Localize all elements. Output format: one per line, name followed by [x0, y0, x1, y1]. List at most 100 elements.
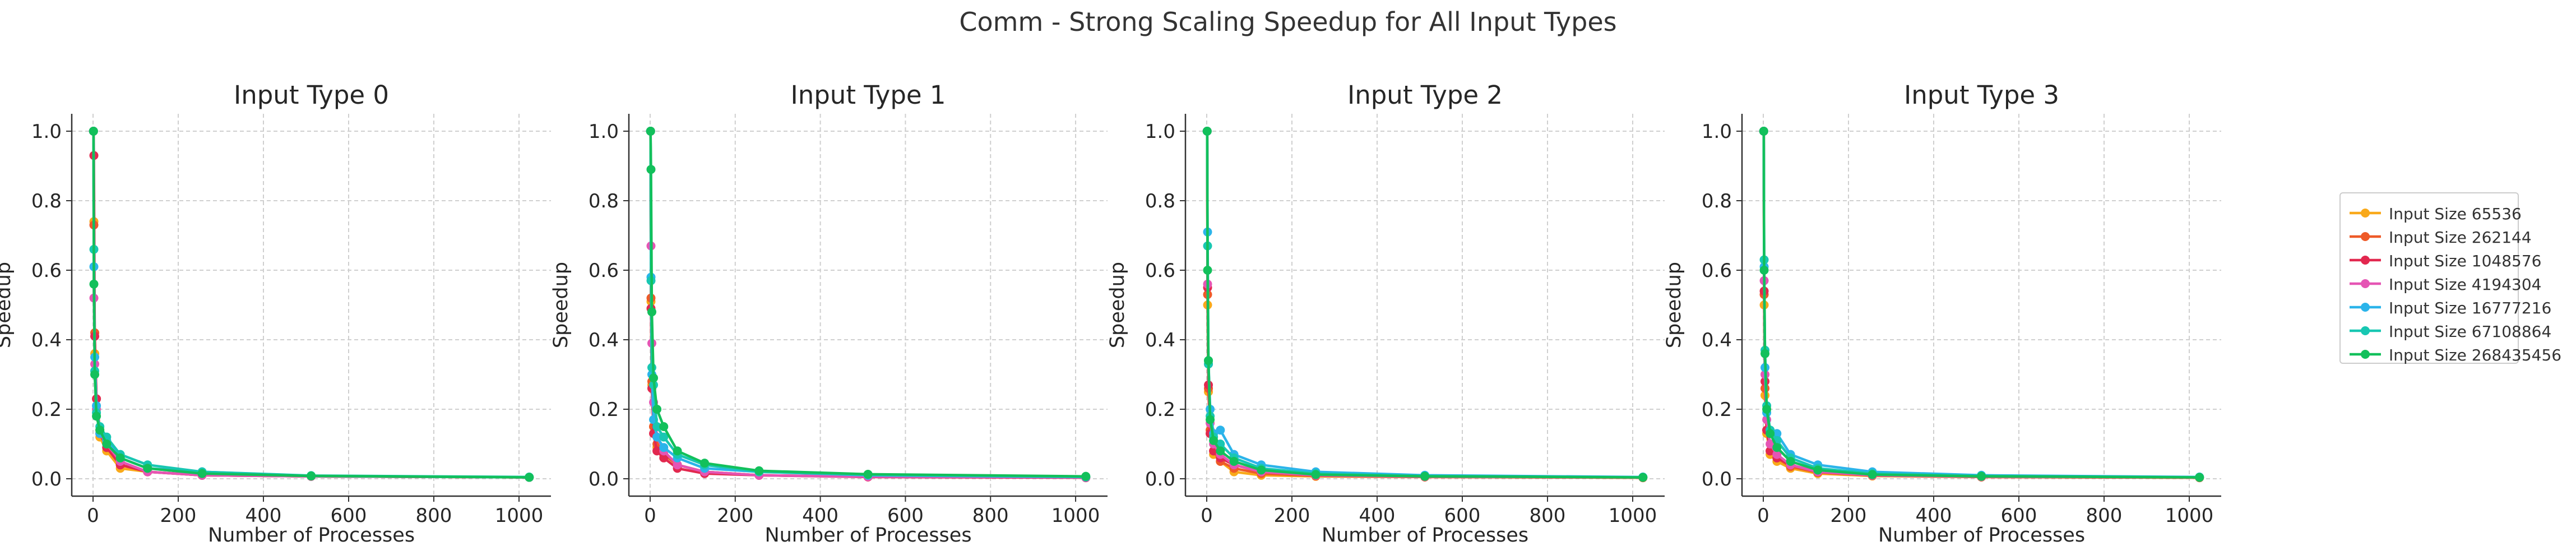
data-point [1202, 127, 1212, 136]
data-point [659, 443, 669, 452]
legend-swatch [2350, 303, 2381, 312]
y-tick-label: 0.2 [1145, 399, 1175, 421]
x-tick-label: 1000 [495, 505, 544, 527]
legend-label: Input Size 4194304 [2389, 275, 2542, 294]
data-point [115, 453, 125, 462]
data-point [1203, 266, 1212, 275]
x-tick-label: 0 [1757, 505, 1769, 527]
data-point [1766, 429, 1775, 438]
series-line [1762, 131, 2200, 479]
legend-swatch [2350, 232, 2381, 241]
series-line [1762, 131, 2200, 479]
data-point [1420, 471, 1430, 481]
series-line [92, 131, 530, 479]
x-axis-label: Number of Processes [765, 524, 971, 547]
data-point [649, 373, 659, 383]
series-line [649, 131, 1086, 479]
data-point [1813, 465, 1823, 475]
data-point [89, 127, 98, 136]
legend-swatch [2350, 209, 2381, 218]
data-point [673, 446, 682, 456]
series-line [1206, 131, 1643, 479]
y-tick-label: 0.6 [1145, 260, 1175, 282]
data-point [92, 411, 101, 421]
x-axis-label: Number of Processes [1322, 524, 1528, 547]
legend: Input Size 65536 Input Size 262144 Input S… [2339, 192, 2561, 366]
legend-swatch [2350, 350, 2381, 359]
legend-entry: Input Size 16777216 [2341, 295, 2551, 319]
y-tick-label: 0.4 [589, 329, 619, 351]
data-point [2195, 473, 2204, 482]
data-point [647, 307, 656, 317]
data-point [1772, 443, 1782, 452]
data-point [1257, 465, 1266, 475]
series-line [1206, 131, 1643, 479]
subplot-title: Input Type 1 [790, 80, 946, 110]
legend-entry: Input Size 268435456 [2341, 343, 2561, 366]
data-point [95, 425, 105, 435]
series-line [649, 131, 1086, 479]
series-line [649, 131, 1086, 478]
figure-title: Comm - Strong Scaling Speedup for All In… [959, 7, 1617, 37]
data-point [863, 469, 873, 479]
x-tick-label: 600 [2001, 505, 2037, 527]
subplot-title: Input Type 0 [234, 80, 389, 110]
y-tick-label: 1.0 [1145, 121, 1175, 143]
x-tick-label: 400 [245, 505, 282, 527]
x-tick-label: 400 [1359, 505, 1396, 527]
y-tick-label: 0.2 [31, 399, 62, 421]
legend-label: Input Size 1048576 [2389, 252, 2542, 270]
data-point [1204, 356, 1213, 366]
y-tick-label: 1.0 [31, 121, 62, 143]
data-point [1762, 405, 1772, 414]
data-point [1216, 446, 1225, 456]
y-tick-label: 0.6 [31, 260, 62, 282]
y-axis-label: Speedup [1663, 262, 1685, 348]
data-point [1209, 436, 1218, 445]
y-tick-label: 0.0 [1145, 468, 1175, 491]
y-tick-label: 0.2 [589, 399, 619, 421]
x-axis-label: Number of Processes [1878, 524, 2085, 547]
legend-entry: Input Size 262144 [2341, 225, 2532, 248]
data-point [673, 460, 682, 470]
data-point [1977, 471, 1986, 481]
legend-label: Input Size 65536 [2389, 205, 2522, 223]
data-point [1081, 471, 1091, 481]
legend-label: Input Size 67108864 [2389, 322, 2552, 341]
series-line [649, 131, 1086, 478]
data-point [659, 453, 669, 462]
series-line [649, 131, 1086, 479]
data-point [1766, 440, 1775, 448]
data-point [197, 469, 207, 478]
y-tick-label: 0.0 [31, 468, 62, 491]
y-tick-label: 1.0 [1702, 121, 1732, 143]
x-tick-label: 1000 [1609, 505, 1657, 527]
x-tick-label: 0 [1201, 505, 1213, 527]
y-tick-label: 0.6 [1702, 260, 1732, 282]
legend-label: Input Size 262144 [2389, 228, 2532, 247]
series-line [92, 131, 530, 479]
data-point [525, 473, 534, 482]
chart-panel-0: 0 200 400 600 800 1000 0.0 0.2 0.4 0.6 0.8 1.0 Input… [0, 80, 551, 547]
x-tick-label: 600 [1444, 505, 1481, 527]
data-point [659, 422, 669, 431]
data-point [1772, 450, 1782, 459]
y-tick-label: 0.8 [1145, 190, 1175, 212]
series-line [1206, 131, 1643, 479]
data-point [700, 459, 710, 468]
x-tick-label: 0 [644, 505, 656, 527]
y-tick-label: 0.4 [1145, 329, 1175, 351]
series-line [92, 131, 530, 479]
y-tick-label: 0.0 [589, 468, 619, 491]
series-line [1762, 131, 2200, 479]
legend-swatch [2350, 326, 2381, 335]
data-point [754, 466, 764, 475]
x-tick-label: 600 [887, 505, 924, 527]
subplot-title: Input Type 3 [1904, 80, 2059, 110]
subplot-title: Input Type 2 [1347, 80, 1503, 110]
y-tick-label: 0.2 [1702, 399, 1732, 421]
data-point [1206, 415, 1215, 424]
x-tick-label: 800 [416, 505, 452, 527]
